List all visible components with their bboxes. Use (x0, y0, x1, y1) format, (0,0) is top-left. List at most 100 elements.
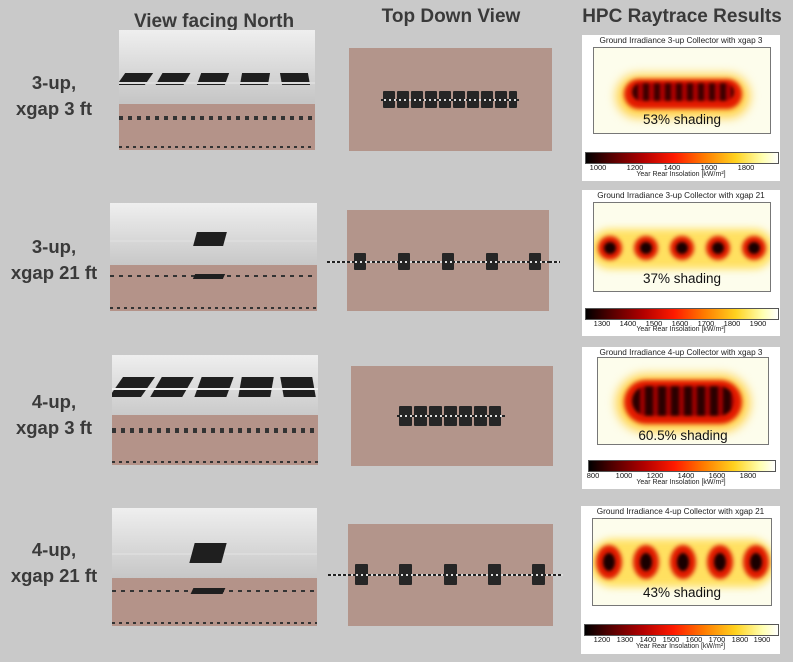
shadow-row (119, 116, 315, 120)
card-title: Ground Irradiance 3-up Collector with xg… (599, 36, 763, 45)
panel-array (189, 543, 227, 563)
raytrace-card-row2: Ground Irradiance 3-up Collector with xg… (582, 190, 780, 336)
colorbar (584, 624, 779, 636)
horizon-line (119, 82, 315, 84)
colorbar-tick: 1700 (708, 635, 726, 644)
shade-dark (640, 553, 652, 571)
irradiance-plot: 43% shading (592, 518, 772, 606)
shade-dark (712, 242, 724, 254)
north-view-row3 (112, 355, 318, 465)
raytrace-card-row1: Ground Irradiance 3-up Collector with xg… (582, 35, 780, 181)
torque-tube-overhang (328, 574, 348, 576)
row-label-1-line1: 3-up, (31, 72, 77, 93)
colorbar-tick: 1200 (646, 471, 664, 480)
shading-percent: 37% shading (642, 271, 722, 286)
colorbar-label: Year Rear Insolation [kW/m²] (636, 171, 726, 178)
panel-shadow (190, 588, 226, 594)
north-view-row4 (112, 508, 317, 626)
row-label-2: 3-up, xgap 21 ft (0, 234, 108, 286)
row-label-3-line1: 4-up, (31, 391, 77, 412)
torque-tube-overhang (553, 574, 563, 576)
row-label-2-line1: 3-up, (31, 236, 77, 257)
colorbar-tick: 1400 (619, 319, 637, 328)
panel-array (112, 377, 156, 397)
colorbar-label: Year Rear Insolation [kW/m²] (636, 326, 726, 333)
colorbar-tick: 1800 (739, 471, 757, 480)
colorbar-ticks: 1300 1400 1500 1600 1700 1800 1900 (582, 319, 780, 329)
colorbar-tick: 1800 (737, 163, 755, 172)
colorbar-tick: 1900 (749, 319, 767, 328)
row-label-3-line2: xgap 3 ft (15, 417, 93, 438)
colorbar-tick: 1500 (645, 319, 663, 328)
colorbar (585, 152, 779, 164)
raytrace-card-row3: Ground Irradiance 4-up Collector with xg… (582, 347, 780, 489)
ground-plane (110, 265, 317, 311)
torque-tube (348, 574, 553, 576)
torque-tube (397, 415, 505, 417)
torque-tube (347, 261, 549, 263)
colorbar-tick: 1600 (685, 635, 703, 644)
panel-shadow (192, 274, 226, 279)
shading-percent: 43% shading (642, 585, 722, 600)
card-title: Ground Irradiance 4-up Collector with xg… (596, 507, 765, 516)
colorbar-tick: 1900 (753, 635, 771, 644)
panel-array (194, 377, 234, 397)
header-view-north: View facing North (133, 11, 295, 32)
ground-plane (112, 578, 317, 626)
panel-array (280, 377, 316, 397)
header-raytrace: HPC Raytrace Results (582, 6, 782, 27)
colorbar (588, 460, 776, 472)
colorbar-label: Year Rear Insolation [kW/m²] (635, 643, 726, 650)
ground-edge (112, 622, 317, 624)
shade-dark (676, 242, 688, 254)
colorbar-tick: 1000 (589, 163, 607, 172)
row-label-3: 4-up, xgap 3 ft (0, 389, 108, 441)
top-down-row3 (351, 366, 553, 466)
colorbar-label: Year Rear Insolation [kW/m²] (636, 479, 726, 486)
colorbar-tick: 1600 (671, 319, 689, 328)
colorbar-tick: 1500 (662, 635, 680, 644)
card-title: Ground Irradiance 3-up Collector with xg… (597, 191, 765, 200)
shade-dark (632, 386, 734, 416)
colorbar-tick: 1400 (663, 163, 681, 172)
ground-plane (112, 415, 318, 465)
top-down-row1 (349, 48, 552, 151)
colorbar-tick: 800 (586, 471, 600, 480)
torque-tube-overhang (327, 261, 349, 263)
shadow-row (112, 428, 318, 433)
shade-dark (603, 553, 615, 571)
row-label-1-line2: xgap 3 ft (15, 98, 93, 119)
header-top-down: Top Down View (381, 6, 521, 27)
shade-dark (677, 553, 689, 571)
colorbar-ticks: 800 1000 1200 1400 1600 1800 (582, 471, 780, 481)
shade-dark (748, 242, 760, 254)
panel-array (150, 377, 194, 397)
colorbar-tick: 1800 (723, 319, 741, 328)
shading-percent: 60.5% shading (638, 428, 728, 443)
top-down-row2 (347, 210, 549, 311)
irradiance-plot: 60.5% shading (597, 357, 769, 445)
colorbar-tick: 1400 (677, 471, 695, 480)
panel-array (238, 377, 274, 397)
colorbar-tick: 1300 (616, 635, 634, 644)
colorbar-tick: 1200 (593, 635, 611, 644)
torque-tube (381, 99, 519, 101)
colorbar-tick: 1300 (593, 319, 611, 328)
north-view-row2 (110, 203, 317, 311)
shade-dark (604, 242, 616, 254)
shade-dark (750, 553, 762, 571)
ground-plane (119, 104, 315, 150)
colorbar-ticks: 1000 1200 1400 1600 1800 (582, 163, 780, 173)
row-label-4-line2: xgap 21 ft (10, 565, 98, 586)
row-label-1: 3-up, xgap 3 ft (0, 70, 108, 122)
top-down-row4 (348, 524, 553, 626)
colorbar-tick: 1600 (700, 163, 718, 172)
ground-edge (112, 461, 318, 463)
horizon-line (112, 388, 318, 390)
irradiance-plot: 53% shading (593, 47, 771, 134)
colorbar-tick: 1000 (615, 471, 633, 480)
row-label-2-line2: xgap 21 ft (10, 262, 98, 283)
colorbar-ticks: 1200 1300 1400 1500 1600 1700 1800 1900 (581, 635, 780, 645)
raytrace-card-row4: Ground Irradiance 4-up Collector with xg… (581, 506, 780, 654)
shading-percent: 53% shading (642, 112, 722, 127)
